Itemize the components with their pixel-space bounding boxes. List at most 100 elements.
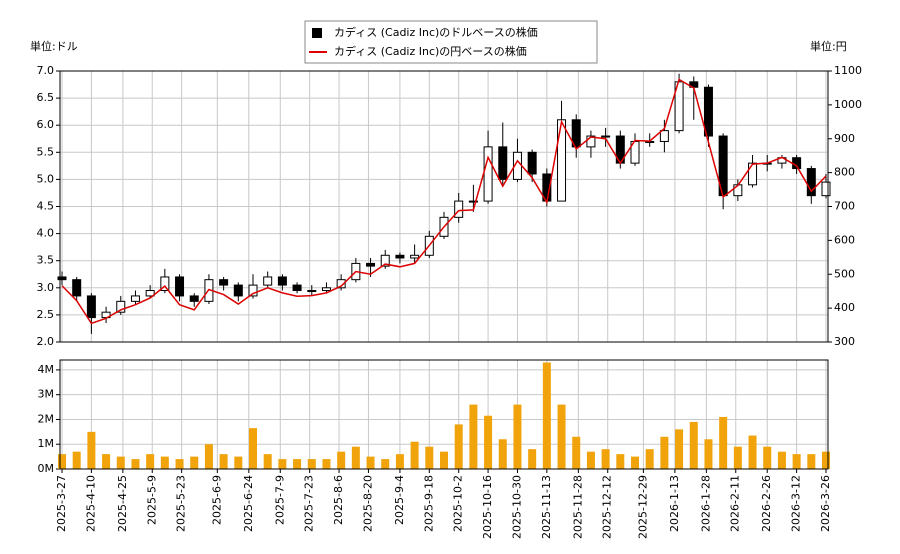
candle-body — [189, 295, 199, 302]
volume-bar — [557, 404, 566, 469]
volume-bar — [322, 459, 331, 469]
candle-body — [821, 181, 831, 197]
candle-body — [277, 276, 287, 286]
y-tick-label: 4.5 — [37, 200, 55, 213]
volume-bar — [777, 451, 786, 469]
x-tick-label: 2025-5-9 — [145, 475, 158, 525]
candle-body — [336, 279, 346, 289]
volume-bar — [469, 404, 478, 469]
volume-bar — [366, 456, 375, 469]
y2-tick-label: 1100 — [834, 64, 862, 77]
y-tick-label: 0M — [38, 462, 55, 475]
volume-bar — [160, 456, 169, 469]
x-tick-label: 2025-7-9 — [273, 475, 286, 525]
volume-bar — [307, 459, 316, 469]
x-tick-label: 2025-8-6 — [332, 475, 345, 525]
y2-tick-label: 600 — [834, 233, 855, 246]
y2-unit: 単位:円 — [810, 39, 847, 53]
x-tick-label: 2026-3-26 — [819, 475, 832, 532]
y-tick-label: 3.0 — [37, 281, 55, 294]
volume-bar — [351, 446, 360, 469]
y2-tick-label: 800 — [834, 166, 855, 179]
candle-body — [116, 300, 126, 313]
candle-body — [571, 119, 581, 148]
candle-body — [454, 200, 464, 218]
candle-body — [321, 287, 331, 292]
x-tick-label: 2025-10-30 — [510, 475, 523, 539]
volume-bar — [484, 415, 493, 469]
volume-bar — [572, 436, 581, 469]
x-tick-label: 2026-1-28 — [699, 475, 712, 532]
x-tick-label: 2025-6-24 — [242, 475, 255, 532]
volume-bar — [337, 451, 346, 469]
volume-bar — [102, 454, 111, 469]
volume-bar — [454, 424, 463, 469]
volume-bar — [733, 446, 742, 469]
y2-tick-label: 300 — [834, 335, 855, 348]
x-tick-label: 2025-11-28 — [571, 475, 584, 539]
plot-frame — [59, 70, 829, 343]
y-tick-label: 6.5 — [37, 91, 55, 104]
volume-bar — [513, 404, 522, 469]
x-tick-label: 2026-3-12 — [790, 475, 803, 532]
volume-bar — [381, 459, 390, 469]
legend-label: カディス (Cadiz Inc)の円ベースの株価 — [334, 44, 527, 58]
volume-bar — [72, 451, 81, 469]
candle-body — [395, 254, 405, 259]
legend-swatch — [312, 28, 322, 38]
volume-bar — [631, 456, 639, 469]
x-tick-label: 2025-8-20 — [361, 475, 374, 532]
y-tick-label: 1M — [38, 437, 55, 450]
y2-tick-label: 1000 — [834, 98, 862, 111]
x-tick-label: 2025-7-23 — [303, 475, 316, 532]
x-tick-label: 2025-6-9 — [210, 475, 223, 525]
candle-body — [366, 262, 376, 267]
x-tick-label: 2025-10-2 — [452, 475, 465, 532]
candle-body — [586, 135, 596, 148]
x-tick-label: 2025-10-16 — [481, 475, 494, 539]
y2-tick-label: 700 — [834, 200, 855, 213]
volume-bar — [748, 435, 757, 469]
volume-bar — [704, 439, 713, 469]
volume-bar — [175, 459, 184, 469]
volume-bar — [219, 454, 228, 469]
volume-bar — [586, 451, 595, 469]
y2-tick-label: 500 — [834, 267, 855, 280]
price-line — [61, 78, 827, 325]
candle-body — [72, 279, 82, 297]
x-tick-label: 2026-2-26 — [760, 475, 773, 532]
x-tick-label: 2026-1-13 — [668, 475, 681, 532]
x-tick-label: 2025-5-23 — [175, 475, 188, 532]
x-tick-label: 2026-2-11 — [729, 475, 742, 532]
volume-bar — [293, 459, 302, 469]
x-tick-label: 2025-4-25 — [116, 475, 129, 532]
x-tick-label: 2025-11-13 — [540, 475, 553, 539]
volume-bar — [763, 446, 772, 469]
candle-body — [130, 295, 140, 302]
volume-bar — [807, 454, 816, 469]
legend-label: カディス (Cadiz Inc)のドルベースの株価 — [334, 25, 538, 39]
y-unit: 単位:ドル — [30, 39, 78, 53]
x-tick-label: 2025-12-29 — [636, 475, 649, 539]
y-tick-label: 2.0 — [37, 335, 55, 348]
y2-tick-label: 900 — [834, 132, 855, 145]
y-tick-label: 3M — [38, 388, 55, 401]
candle-body — [307, 290, 317, 293]
candle-body — [263, 276, 273, 286]
candle-body — [175, 276, 185, 297]
candle-body — [806, 168, 816, 197]
y2-tick-label: 400 — [834, 301, 855, 314]
x-tick-label: 2025-3-27 — [55, 475, 68, 532]
x-tick-label: 2025-4-10 — [84, 475, 97, 532]
volume-bar — [792, 454, 801, 469]
candle-body — [160, 276, 170, 292]
candle-body — [527, 151, 537, 175]
volume-bar — [87, 431, 96, 469]
volume-bar — [822, 451, 830, 469]
volume-bar — [601, 449, 610, 469]
volume-bar — [131, 459, 140, 469]
volume-bar — [116, 456, 125, 469]
volume-bar — [395, 454, 404, 469]
